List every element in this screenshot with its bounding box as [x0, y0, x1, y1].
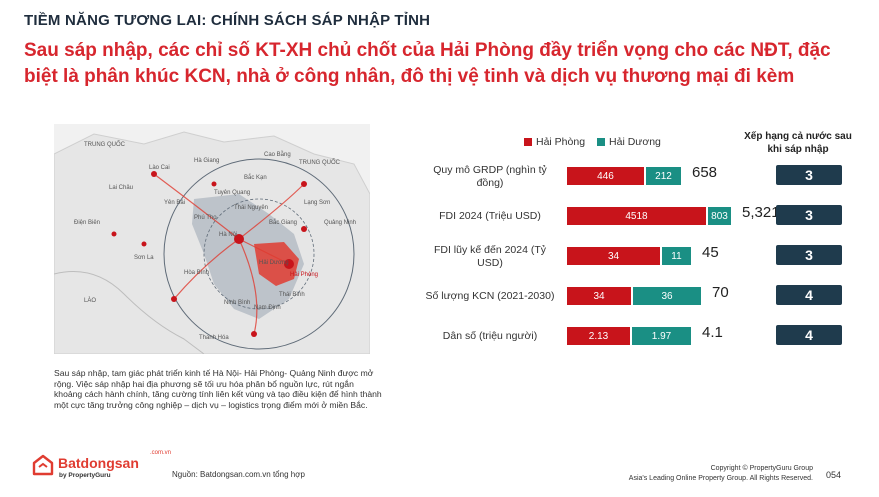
- rank-header: Xếp hạng cả nước sau khi sáp nhập: [744, 131, 852, 155]
- map-label: Hà Giang: [194, 158, 219, 164]
- copyright-line: Asia's Leading Online Property Group. Al…: [628, 475, 813, 482]
- copyright-line: Copyright © PropertyGuru Group: [710, 465, 813, 472]
- headline: Sau sáp nhập, các chỉ số KT-XH chủ chốt …: [24, 40, 831, 87]
- map-label: Phú Thọ: [194, 215, 217, 221]
- rank-badge: 3: [776, 245, 842, 265]
- logo-brand: Batdongsan: [58, 455, 139, 471]
- map-label: Hải Phòng: [290, 272, 318, 278]
- map-label: Quảng Ninh: [324, 220, 356, 226]
- map-label: Ninh Bình: [224, 300, 250, 306]
- map-label: Yên Bái: [164, 200, 185, 206]
- map-label: Hòa Bình: [184, 270, 209, 276]
- map-radius-ring-inner: [203, 198, 315, 310]
- legend-label: Hải Dương: [609, 136, 661, 148]
- bar-hai-phong: 4518: [566, 206, 707, 226]
- map-label: LÀO: [84, 297, 96, 304]
- legend-swatch: [597, 138, 606, 146]
- map-label: Thái Nguyên: [234, 205, 268, 211]
- chart-row: Quy mô GRDP (nghìn tỷ đồng) 446 212 658 …: [420, 162, 870, 192]
- rank-badge: 4: [776, 285, 842, 305]
- bar-stack: 2.13 1.97: [566, 326, 692, 346]
- map-country-border: [54, 271, 205, 354]
- map-region: [192, 194, 304, 319]
- map-label: Lạng Sơn: [304, 200, 330, 206]
- bar-hai-duong: 1.97: [631, 326, 692, 346]
- category-label: Số lượng KCN (2021-2030): [425, 290, 555, 302]
- copyright: Copyright © PropertyGuru Group Asia's Le…: [629, 464, 813, 484]
- logo-domain: .com.vn: [150, 450, 172, 456]
- bar-hai-phong: 446: [566, 166, 645, 186]
- bar-hai-phong: 2.13: [566, 326, 631, 346]
- category-label: Quy mô GRDP (nghìn tỷ đồng): [433, 164, 547, 189]
- chart-row: Số lượng KCN (2021-2030) 34 36 70 4: [420, 282, 870, 312]
- map-graphic: TRUNG QUỐC TRUNG QUỐC LÀO Lai Châu Điện …: [54, 131, 370, 354]
- bar-hai-duong: 803: [707, 206, 732, 226]
- map-label: Lào Cai: [149, 165, 170, 171]
- map-label: Thái Bình: [279, 292, 305, 298]
- map-label: Bắc Giang: [269, 219, 297, 226]
- bar-hai-duong: 36: [632, 286, 702, 306]
- rank-badge: 3: [776, 165, 842, 185]
- map-highlight-region: [254, 242, 299, 286]
- rank-badge: 3: [776, 205, 842, 225]
- map-radius-ring: [163, 158, 355, 350]
- map-label: Thanh Hóa: [199, 335, 229, 341]
- map-label: Bắc Kạn: [244, 174, 267, 181]
- total-value: 70: [712, 284, 729, 301]
- map-label: Nam Định: [254, 305, 281, 311]
- bar-stack: 446 212: [566, 166, 682, 186]
- bar-hai-duong: 212: [645, 166, 682, 186]
- bar-stack: 34 11: [566, 246, 692, 266]
- map-label: Điện Biên: [74, 220, 100, 226]
- source-note: Nguồn: Batdongsan.com.vn tổng hợp: [172, 470, 305, 479]
- map-label: TRUNG QUỐC: [84, 141, 126, 148]
- map-label: Hải Dương: [259, 260, 289, 266]
- bar-hai-duong: 11: [661, 246, 692, 266]
- total-value: 658: [692, 164, 718, 181]
- chart-legend: Hải Phòng Hải Dương: [524, 136, 661, 148]
- legend-item-hai-duong: Hải Dương: [597, 136, 661, 148]
- stacked-bar-chart: Hải Phòng Hải Dương Xếp hạng cả nước sau…: [420, 120, 870, 360]
- map-caption: Sau sáp nhập, tam giác phát triển kinh t…: [54, 368, 382, 410]
- map-label: TRUNG QUỐC: [299, 159, 341, 166]
- page-number: 054: [826, 470, 842, 480]
- total-value: 45: [702, 244, 719, 261]
- regional-map: TRUNG QUỐC TRUNG QUỐC LÀO Lai Châu Điện …: [54, 124, 370, 354]
- legend-item-hai-phong: Hải Phòng: [524, 136, 585, 148]
- map-label: Lai Châu: [109, 185, 133, 191]
- bar-hai-phong: 34: [566, 286, 632, 306]
- logo-subtitle: by PropertyGuru: [59, 472, 111, 479]
- category-label: Dân số (triệu người): [442, 330, 538, 342]
- rank-badge: 4: [776, 325, 842, 345]
- category-label: FDI 2024 (Triệu USD): [439, 210, 541, 222]
- legend-label: Hải Phòng: [536, 136, 586, 148]
- bar-stack: 4518 803: [566, 206, 732, 226]
- map-links: [153, 173, 305, 335]
- map-label: Tuyên Quang: [214, 190, 250, 196]
- map-label: Hà Nội: [219, 232, 237, 238]
- total-value: 5,321: [742, 204, 780, 221]
- legend-swatch: [524, 138, 532, 146]
- category-label: FDI lũy kế đến 2024 (Tỷ USD): [433, 244, 547, 269]
- chart-row: Dân số (triệu người) 2.13 1.97 4.1 4: [420, 322, 870, 352]
- batdongsan-logo[interactable]: Batdongsan .com.vn by PropertyGuru: [32, 450, 172, 486]
- section-kicker: TIỀM NĂNG TƯƠNG LAI: CHÍNH SÁCH SÁP NHẬP…: [24, 12, 431, 29]
- chart-row: FDI 2024 (Triệu USD) 4518 803 5,321 3: [420, 202, 870, 232]
- bar-stack: 34 36: [566, 286, 702, 306]
- chart-row: FDI lũy kế đến 2024 (Tỷ USD) 34 11 45 3: [420, 242, 870, 272]
- bar-hai-phong: 34: [566, 246, 661, 266]
- map-points: [111, 171, 307, 337]
- total-value: 4.1: [702, 324, 723, 341]
- map-label: Cao Bằng: [264, 151, 291, 158]
- logo-house-icon: [32, 454, 54, 476]
- map-label: Sơn La: [134, 255, 154, 261]
